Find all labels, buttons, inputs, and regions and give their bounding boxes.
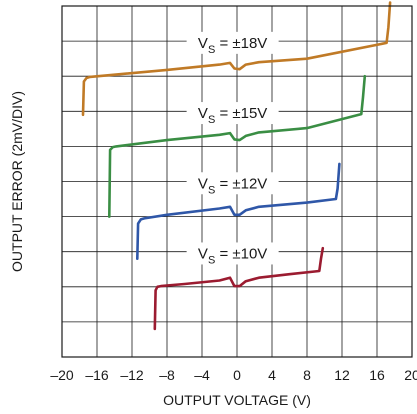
x-tick-label: –20 <box>50 367 74 383</box>
x-tick-label: –8 <box>159 367 175 383</box>
x-tick-label: 0 <box>233 367 241 383</box>
x-tick-label: 12 <box>334 367 350 383</box>
x-tick-label: 4 <box>268 367 276 383</box>
series-label-bg <box>186 31 279 54</box>
series-label-bg <box>186 102 279 125</box>
series-label: VS = ±12V <box>198 175 267 196</box>
series-line <box>153 246 325 331</box>
series-line <box>136 162 341 260</box>
x-tick-label: 20 <box>404 367 417 383</box>
x-tick-label: –16 <box>85 367 109 383</box>
series-line <box>108 74 367 218</box>
x-tick-label: –12 <box>120 367 144 383</box>
series-labels: VS = ±18V VS = ±15V VS = ±12V VS = ±10V <box>186 31 279 266</box>
series-line <box>81 1 392 117</box>
series-label: VS = ±15V <box>198 105 267 126</box>
x-tick-label: 8 <box>303 367 311 383</box>
plot-frame <box>61 5 413 358</box>
x-tick-label: 16 <box>369 367 385 383</box>
x-tick-label: –4 <box>194 367 210 383</box>
x-axis-label: OUTPUT VOLTAGE (V) <box>163 392 311 408</box>
series-label: VS = ±18V <box>198 35 267 56</box>
y-axis-label: OUTPUT ERROR (2mV/DIV) <box>9 91 25 272</box>
series-label: VS = ±10V <box>198 245 267 266</box>
series-label-bg <box>186 172 279 195</box>
series-label-bg <box>186 242 279 265</box>
x-tick-labels: –20 –16 –12 –8 –4 0 4 8 12 16 20 <box>50 367 417 383</box>
series-group <box>81 1 392 331</box>
